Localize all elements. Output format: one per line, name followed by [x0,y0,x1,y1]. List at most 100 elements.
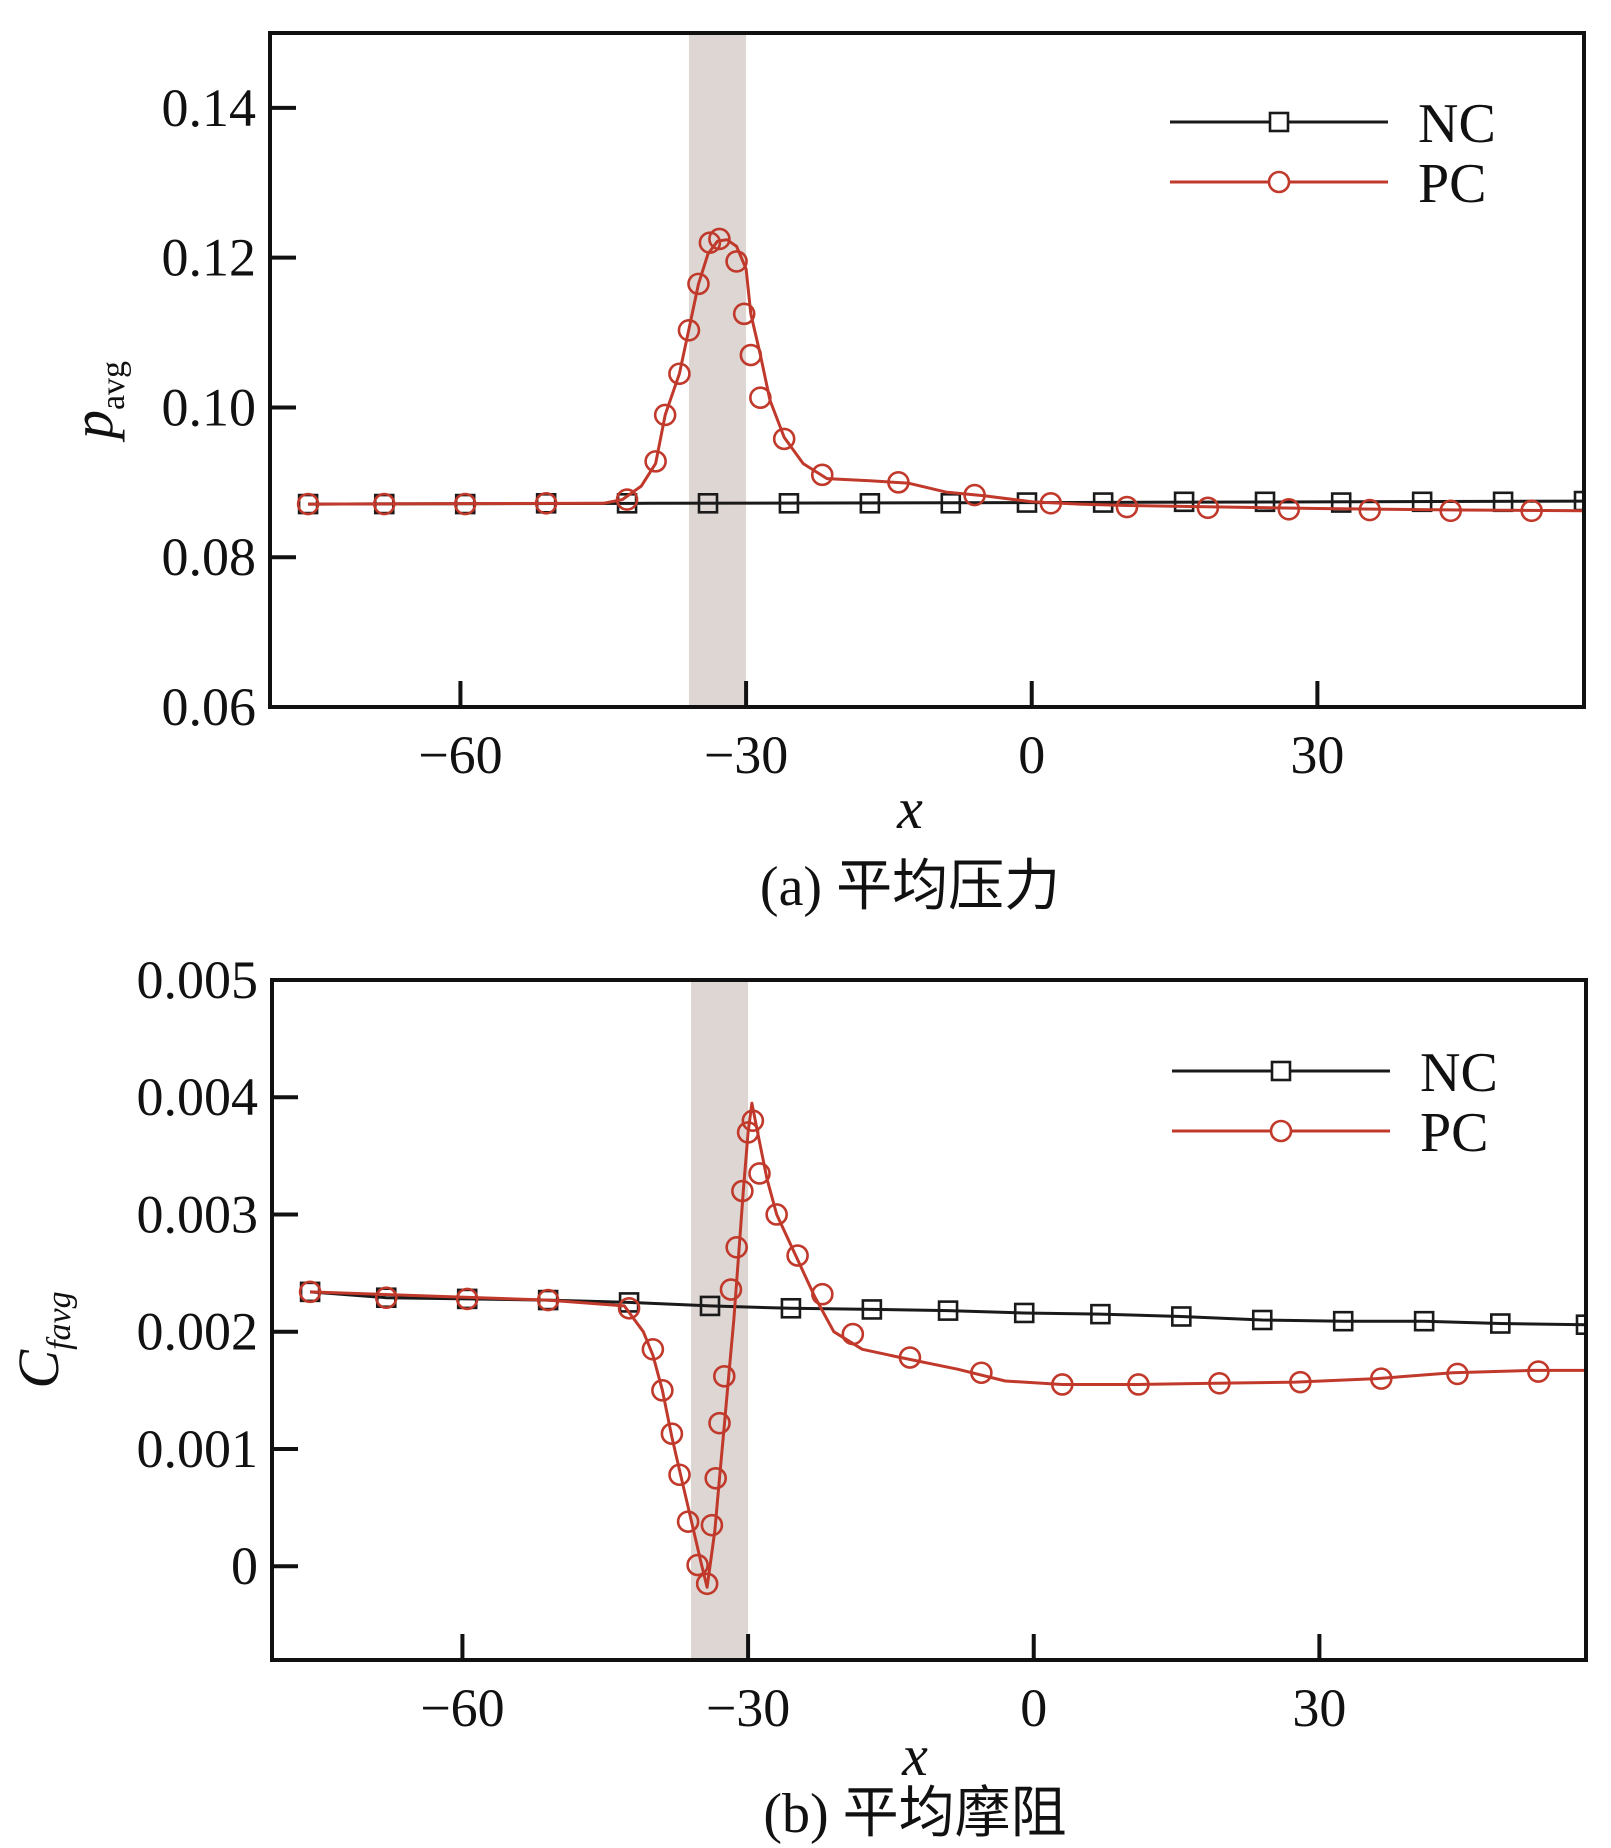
panel-b-y-tick-label: 0 [231,1536,258,1596]
panel-b-pc-marker [736,1121,760,1144]
panel-a-caption: (a) 平均压力 [760,856,1060,918]
panel-a-pc-marker [668,362,691,386]
svg-text:Cfavg: Cfavg [6,1291,78,1388]
panel-b-legend-nc: NC [1172,1042,1498,1104]
panel-b-pc-line [310,1101,1586,1589]
panel-b-y-tick-label: 0.005 [137,950,259,1010]
panel-b-nc-marker [1090,1303,1111,1325]
panel-b-pc-marker [686,1553,709,1577]
panel-b-pc-marker [668,1463,691,1487]
panel-a-x-tick-label: 0 [1018,725,1045,785]
panel-b-pc-marker [712,1364,736,1388]
panel-b-y-tick-label: 0.003 [137,1184,259,1244]
panel-a-legend-pc: PC [1170,153,1487,215]
panel-a-nc-marker [778,493,800,514]
panel-a-pc-marker [1520,499,1543,523]
panel-a-legend-pc-label: PC [1418,153,1487,215]
panel-b-pc-marker [455,1287,479,1311]
panel-b-nc-marker [1575,1314,1586,1335]
panel-a-pc-marker [708,227,731,251]
panel-a-pc-marker [1115,495,1139,519]
panel-a-pc-marker [963,483,986,507]
panel-a-nc-marker [1092,492,1114,513]
panel-b-y-axis-label: Cfavg [6,1291,78,1388]
panel-a-nc-marker [1173,491,1195,513]
panel-a-y-tick-label: 0.08 [162,527,257,587]
panel-b-pc-marker [617,1296,641,1320]
panel-b-nc-marker [937,1300,959,1321]
panel-a-x-tick-label: 30 [1290,725,1344,785]
panel-a-pc-marker [1358,498,1382,522]
panel-b-legend-pc-label: PC [1420,1102,1489,1164]
panel-a-pc-marker [372,492,396,516]
panel-b-nc-marker [1013,1302,1035,1324]
panel-b-nc-marker [1413,1310,1435,1332]
panel-a-nc-marker [859,493,881,514]
panel-a-pc-marker [739,343,763,367]
panel-b-pc-marker [708,1411,731,1435]
panel-b-legend-nc-label: NC [1420,1042,1498,1104]
panel-b-pc-marker [1127,1373,1150,1396]
panel-b-pc-marker [811,1282,834,1306]
panel-b-legend-pc-marker [1269,1119,1293,1143]
panel-b-caption: (b) 平均摩阻 [763,1783,1066,1845]
panel-a-pc-marker [687,272,710,296]
panel-a-pc-line [308,238,1584,513]
panel-a-pc-marker [1039,492,1063,515]
panel-b-legend-nc-marker [1270,1060,1292,1082]
panel-b-pc-marker [536,1288,560,1312]
panel-b-friction-chart: −60 −30 0 30 0 0.001 0.002 0.003 0.004 0.005 NCPC… [6,950,1588,1845]
panel-a-legend-nc-marker [1268,111,1290,133]
panel-b-x-tick-label: 30 [1292,1678,1346,1738]
panel-b-x-axis-label: x [901,1723,928,1788]
panel-b-pc-marker [704,1466,728,1490]
panel-a-pc-marker [749,386,772,410]
panel-a-pc-marker [453,492,477,516]
panel-a-nc-marker [940,493,962,514]
panel-a-pc-marker [1277,497,1301,521]
panel-a-pc-marker [772,427,796,451]
panel-b-pc-marker [765,1203,788,1226]
panel-a-nc-marker [1330,492,1352,513]
panel-b-pc-marker [676,1510,700,1533]
panel-b-pc-marker [741,1109,765,1132]
panel-a-pc-marker [732,302,756,326]
panel-a-pc-marker [296,492,320,516]
panel-a-nc-marker [1254,491,1276,513]
panel-b-pc-marker [1208,1372,1231,1395]
panel-b-pc-marker [700,1513,724,1537]
panel-b-pc-marker [970,1361,993,1385]
panel-a-y-axis-label: pavg [60,361,132,443]
panel-b-pc-marker [641,1338,665,1361]
panel-b-x-tick-label: −30 [706,1678,790,1738]
panel-b-pc-marker [725,1236,748,1259]
panel-b-nc-marker [861,1299,883,1320]
panel-b-pc-marker [374,1286,398,1310]
panel-a-pc-marker [698,231,722,254]
panel-a-x-tick-label: −60 [418,725,502,785]
panel-b-y-tick-label: 0.002 [137,1302,259,1362]
panel-b-pc-marker [298,1280,322,1304]
panel-a-shaded-region [688,33,747,707]
panel-a-y-tick-label: 0.06 [162,677,257,737]
panel-b-pc-marker [1527,1360,1550,1383]
panel-b-pc-marker [841,1322,865,1346]
panel-a-nc-marker [1573,490,1584,512]
panel-b-nc-marker [1332,1310,1354,1332]
panel-a-pc-marker [677,319,701,342]
panel-a-plot-frame [268,31,1586,709]
panel-a-legend-nc-label: NC [1418,93,1496,155]
panel-b-y-tick-label: 0.004 [137,1067,259,1127]
panel-a-pc-marker [653,403,677,427]
panel-a-pc-marker [1439,499,1462,523]
panel-b-nc-marker [699,1295,721,1317]
panel-a-y-tick-label: 0.10 [162,377,257,437]
panel-b-nc-marker [1171,1306,1192,1327]
panel-b-pc-marker [786,1244,809,1267]
panel-a-legend-nc: NC [1170,93,1496,155]
panel-b-pc-marker [1051,1373,1074,1396]
panel-a-legend-pc-marker [1267,170,1291,194]
panel-b-pc-marker [1289,1370,1312,1394]
